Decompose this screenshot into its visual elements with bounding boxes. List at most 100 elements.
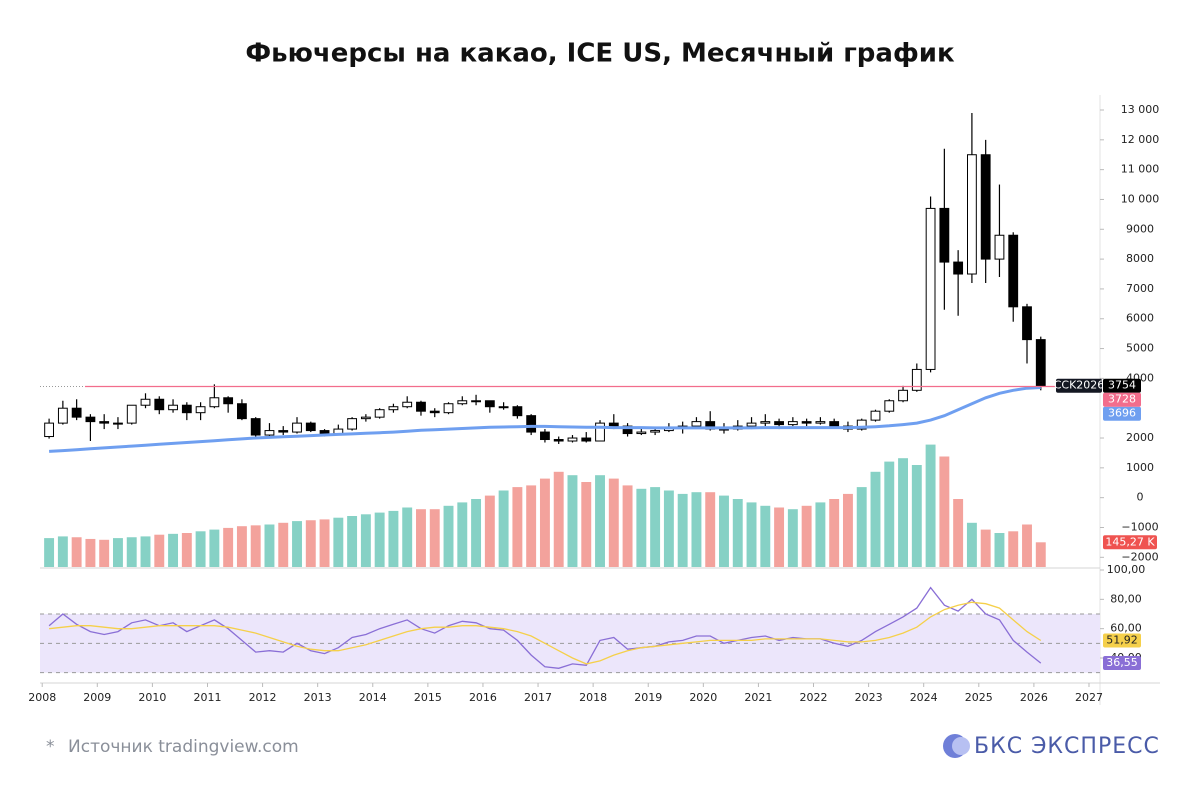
last-price-label-box: [1103, 378, 1141, 393]
volume-bar: [429, 509, 440, 567]
candle-body: [787, 421, 798, 426]
volume-bar: [99, 539, 110, 567]
volume-bar: [884, 461, 895, 567]
volume-bar: [815, 502, 826, 567]
volume-bar: [443, 505, 454, 567]
volume-bar: [457, 502, 468, 567]
volume-bar: [347, 516, 358, 567]
chart-title: Фьючерсы на какао, ICE US, Месячный граф…: [245, 39, 955, 69]
volume-label: 145,27 K: [1105, 535, 1155, 548]
volume-bar: [154, 534, 165, 567]
y-tick-label: −2000: [1121, 550, 1158, 563]
line-series: [48, 586, 1042, 669]
volume-bar: [416, 509, 426, 567]
volume-bar: [305, 520, 316, 567]
volume-bar: [236, 526, 247, 567]
candle-body: [898, 389, 908, 402]
volume-bar: [677, 493, 688, 567]
candle-body: [99, 421, 110, 424]
candle-body: [967, 154, 977, 275]
x-tick-label: 2025: [965, 691, 993, 704]
volume-label-box: [1103, 535, 1157, 550]
volume-bar: [746, 502, 757, 567]
volume-bar: [953, 499, 964, 567]
candle-body: [980, 154, 991, 260]
volume-bar: [319, 519, 330, 567]
y-tick-label: 9000: [1126, 222, 1154, 235]
candle-body: [512, 406, 523, 417]
volume-bar: [567, 475, 578, 567]
volume-bar: [911, 465, 922, 567]
volume-bar: [719, 495, 729, 567]
candle-body: [181, 404, 192, 414]
candle-body: [374, 409, 385, 418]
volume-bar: [512, 487, 523, 567]
volume-bar: [939, 456, 950, 567]
candle-body: [429, 410, 440, 414]
volume-bar: [539, 478, 550, 567]
x-tick-label: 2024: [910, 691, 938, 704]
x-tick-label: 2023: [855, 691, 883, 704]
volume-bar: [112, 538, 123, 567]
volume-bar: [209, 529, 220, 567]
volume-bar: [966, 522, 977, 567]
volume-bar: [85, 538, 96, 567]
x-tick-label: 2013: [304, 691, 332, 704]
volume-bar: [898, 458, 908, 567]
volume-bar: [608, 478, 619, 567]
x-tick-label: 2026: [1020, 691, 1048, 704]
candle-body: [305, 422, 316, 432]
volume-bar: [622, 485, 633, 567]
candle-body: [85, 416, 96, 423]
x-tick-label: 2014: [359, 691, 387, 704]
volume-bar: [870, 471, 881, 567]
candle-body: [622, 425, 633, 435]
volume-bar: [374, 512, 385, 567]
volume-bar: [44, 538, 55, 567]
x-tick-label: 2027: [1075, 691, 1103, 704]
candle-body: [278, 430, 289, 433]
candle-body: [484, 400, 495, 408]
rsi-tick-label: 60,00: [1110, 622, 1142, 635]
candle-body: [264, 430, 275, 436]
volume-bar: [774, 507, 785, 567]
candle-body: [71, 407, 82, 418]
y-tick-label: 1000: [1126, 461, 1154, 474]
level-label: 3728: [1108, 393, 1136, 406]
rsi-tick-label: 80,00: [1110, 592, 1142, 605]
candle-body: [57, 407, 68, 424]
candle-body: [746, 422, 757, 427]
candle-body: [443, 403, 454, 414]
candle-body: [416, 401, 426, 412]
candle-body: [567, 437, 578, 442]
volume-bar: [1035, 542, 1046, 567]
candle-body: [939, 207, 950, 263]
y-tick-label: 7000: [1126, 282, 1154, 295]
volume-bar: [842, 493, 853, 567]
series-name-label-box: [1056, 378, 1102, 393]
volume-bar: [57, 536, 68, 567]
volume-bar: [168, 533, 179, 567]
footnote-mark: *: [46, 737, 55, 757]
volume-bar: [526, 485, 537, 567]
volume-bar: [388, 510, 399, 567]
volume-bar: [292, 521, 302, 567]
volume-bar: [705, 492, 716, 567]
candle-body: [581, 437, 592, 442]
ma-label-box: [1103, 406, 1141, 421]
candle-body: [540, 431, 550, 441]
candle-body: [237, 403, 247, 420]
candle-body: [250, 418, 261, 436]
candle-body: [319, 430, 330, 435]
y-tick-label: 13 000: [1121, 103, 1160, 116]
candle-body: [829, 421, 840, 427]
volume-bar: [925, 444, 936, 567]
candle-body: [1035, 339, 1046, 387]
candle-body: [953, 261, 964, 275]
x-tick-label: 2010: [138, 691, 166, 704]
line-series: [49, 601, 1042, 665]
x-tick-label: 2012: [249, 691, 277, 704]
candle-body: [388, 406, 399, 411]
candle-body: [925, 207, 936, 370]
rsi-label-box: [1103, 633, 1141, 648]
